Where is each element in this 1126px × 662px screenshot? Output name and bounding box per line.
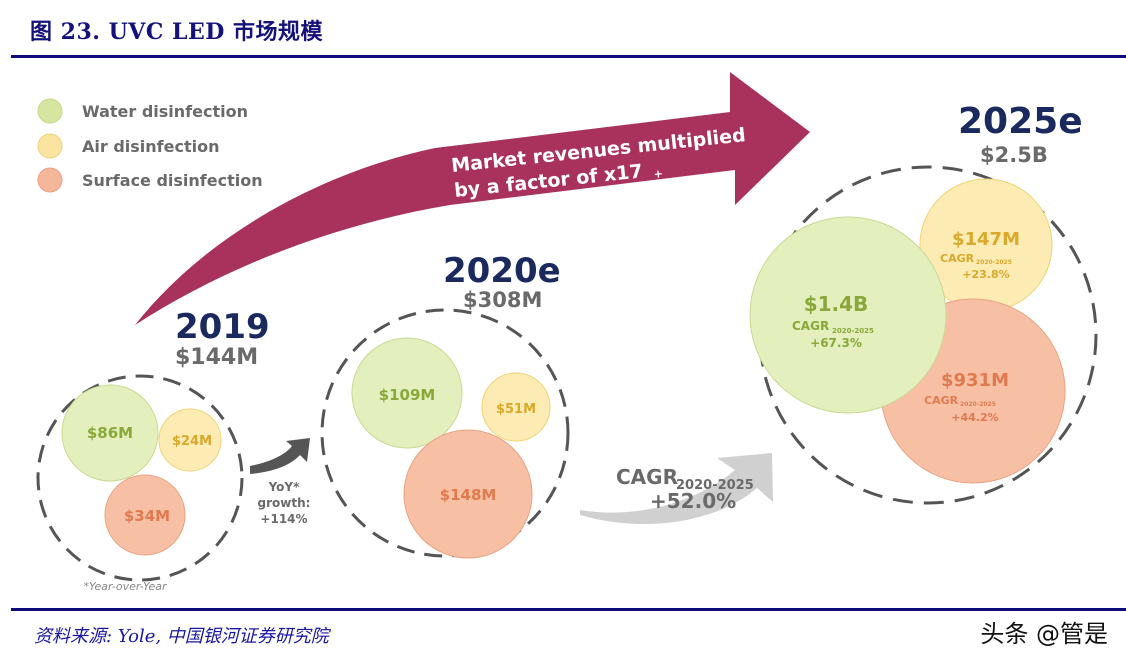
- uvc-led-market-chart: Water disinfection Air disinfection Surf…: [36, 72, 1098, 593]
- legend-swatch-water: [37, 98, 63, 124]
- bubble-air-2019: [158, 408, 222, 472]
- yoy-line2: growth:: [258, 496, 311, 510]
- bubble-water-2025e: [749, 216, 947, 414]
- legend: Water disinfection Air disinfection Surf…: [37, 98, 263, 193]
- arrow-text-sup: +: [653, 167, 664, 181]
- cagr-range-air: 2020-2025: [976, 259, 1012, 266]
- bubble-air-2020e: [481, 372, 551, 442]
- value-surface-2025e: $931M: [941, 370, 1009, 391]
- cagr-total-label: CAGR: [616, 465, 678, 489]
- bubble-surface-2020e: [403, 429, 533, 559]
- bottom-divider: [11, 608, 1126, 611]
- yoy-arrow-icon: [250, 438, 310, 474]
- value-air-2025e: $147M: [952, 229, 1020, 250]
- bubble-surface-2019: [104, 474, 186, 556]
- cagr-total-value: +52.0%: [650, 489, 736, 513]
- cagr-label-water: CAGR: [792, 319, 829, 333]
- yoy-line1: YoY*: [268, 480, 301, 494]
- value-air-2019: $24M: [172, 434, 212, 449]
- total-ring-2020e: [320, 308, 570, 558]
- cagr-value-water: +67.3%: [810, 336, 862, 350]
- cagr-total-annotation: CAGR 2020-2025 +52.0%: [580, 453, 773, 525]
- year-label-2019: 2019: [175, 307, 270, 347]
- growth-arrow-shape: [135, 72, 810, 325]
- value-surface-2019: $34M: [124, 507, 170, 525]
- value-water-2025e: $1.4B: [804, 292, 869, 316]
- total-2020e: $308M: [463, 288, 542, 312]
- value-water-2020e: $109M: [379, 386, 436, 404]
- figure-title: 图 23. UVC LED 市场规模: [30, 19, 323, 45]
- value-water-2019: $86M: [87, 424, 133, 442]
- total-2025e: $2.5B: [980, 143, 1048, 167]
- cagr-label-air: CAGR: [940, 252, 975, 265]
- cagr-label-surface: CAGR: [924, 394, 959, 407]
- value-air-2020e: $51M: [496, 402, 536, 417]
- bubble-water-2020e: [351, 337, 463, 449]
- yoy-line3: +114%: [260, 512, 307, 526]
- cagr-value-surface: +44.2%: [951, 411, 998, 424]
- group-2020e: 2020e $308M $109M $51M $148M: [320, 251, 570, 559]
- cagr-value-air: +23.8%: [962, 268, 1009, 281]
- cagr-arrow-icon: [580, 453, 773, 525]
- group-2025e: 2025e $2.5B $1.4B CAGR 2020-2025 +67.3% …: [749, 101, 1098, 505]
- total-ring-2019: [36, 374, 244, 582]
- watermark: 头条 @管是: [980, 620, 1108, 648]
- total-2019: $144M: [175, 345, 258, 370]
- group-2019: 2019 $144M $86M $24M $34M *Year-over-Yea…: [36, 307, 270, 593]
- legend-swatch-surface: [37, 167, 63, 193]
- yoy-annotation: YoY* growth: +114%: [250, 438, 310, 526]
- cagr-total-range: 2020-2025: [676, 478, 754, 493]
- cagr-range-surface: 2020-2025: [960, 401, 996, 408]
- legend-label-surface: Surface disinfection: [82, 171, 263, 190]
- footnote: *Year-over-Year: [83, 580, 168, 593]
- legend-label-water: Water disinfection: [82, 102, 248, 121]
- year-label-2025e: 2025e: [958, 101, 1083, 142]
- legend-swatch-air: [37, 133, 63, 159]
- cagr-range-water: 2020-2025: [832, 327, 874, 335]
- value-surface-2020e: $148M: [440, 486, 497, 504]
- top-divider: [11, 55, 1126, 58]
- legend-label-air: Air disinfection: [82, 137, 219, 156]
- year-label-2020e: 2020e: [443, 251, 561, 291]
- source-note: 资料来源: Yole, 中国银河证券研究院: [34, 626, 329, 647]
- bubble-water-2019: [61, 384, 159, 482]
